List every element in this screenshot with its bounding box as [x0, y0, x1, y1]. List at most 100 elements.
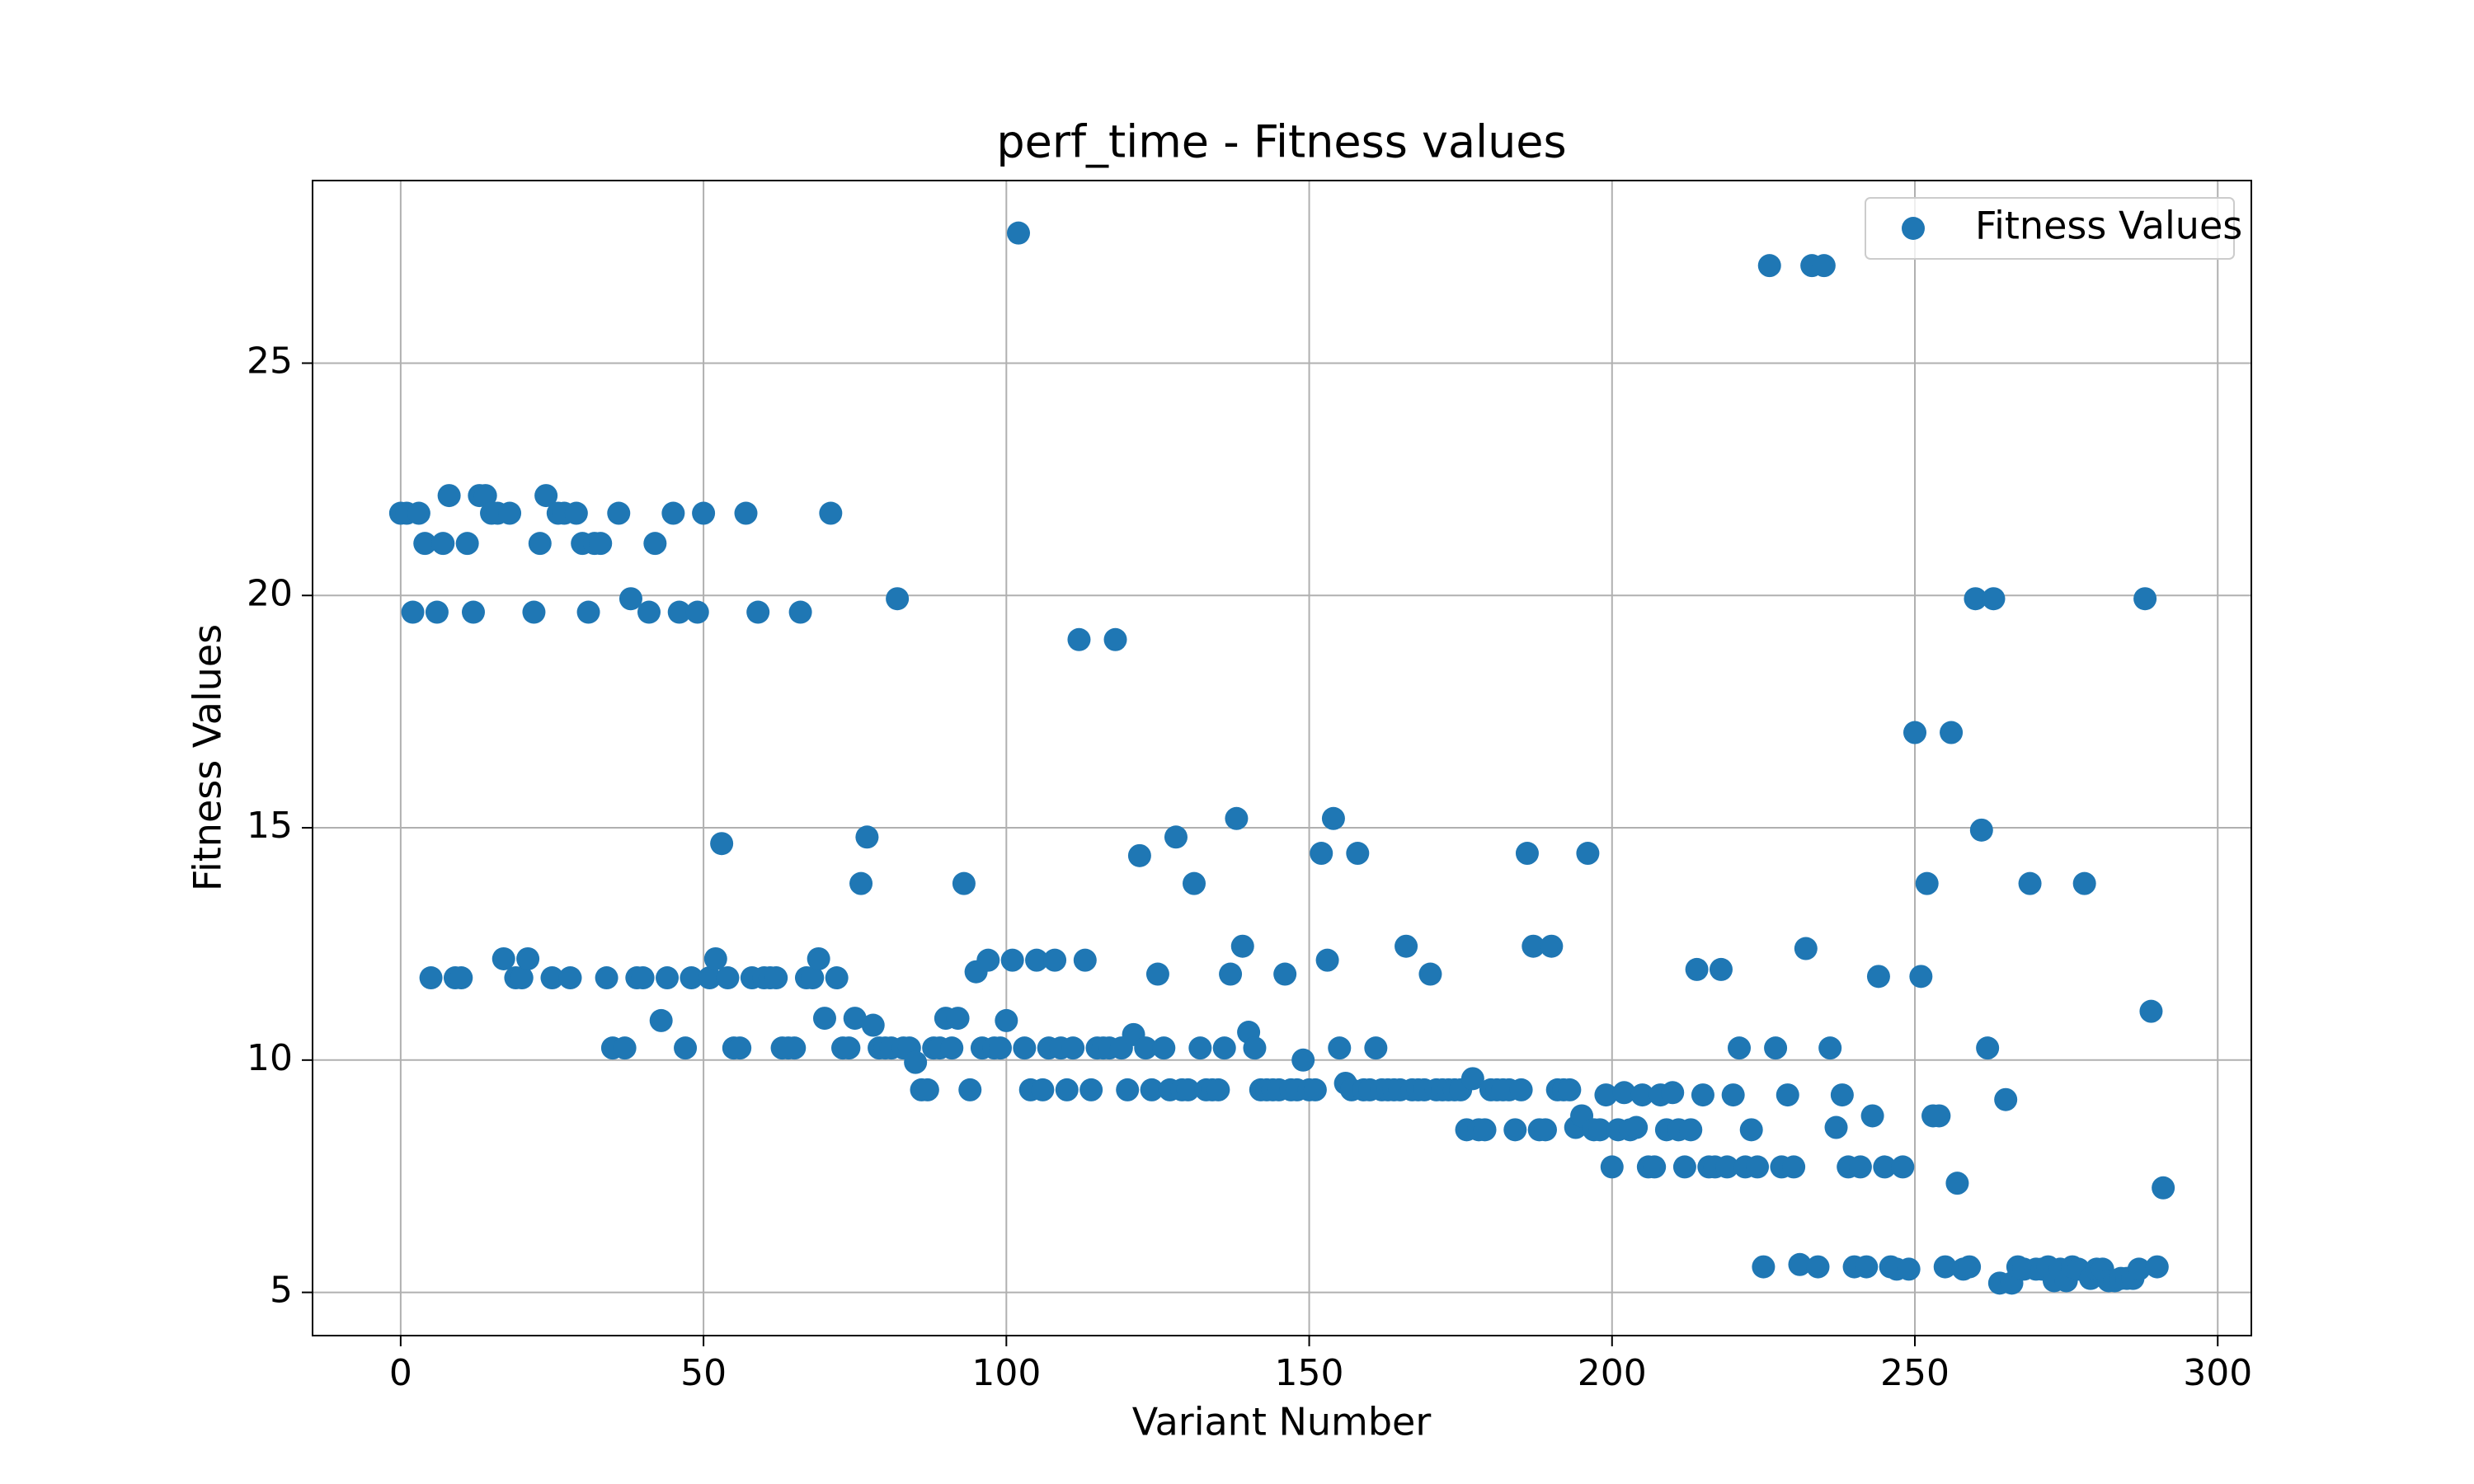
data-point: [1395, 934, 1418, 958]
data-point: [1418, 962, 1442, 986]
data-point: [1346, 842, 1370, 866]
legend-marker: [1902, 217, 1925, 240]
data-point: [643, 532, 667, 556]
data-point: [1940, 721, 1964, 744]
data-point: [837, 1036, 861, 1060]
data-point: [1588, 1118, 1612, 1142]
data-point: [1927, 1104, 1951, 1128]
data-point: [1164, 825, 1188, 849]
data-point: [461, 600, 485, 624]
data-point: [1721, 1083, 1745, 1107]
data-point: [1806, 1255, 1830, 1279]
data-point: [1152, 1036, 1176, 1060]
data-point: [667, 600, 691, 624]
data-point: [1522, 934, 1545, 958]
data-point: [1782, 1155, 1806, 1179]
data-point: [595, 966, 618, 990]
data-point: [1776, 1083, 1799, 1107]
data-point: [1243, 1036, 1267, 1060]
data-point: [510, 966, 534, 990]
data-point: [855, 825, 879, 849]
data-point: [703, 946, 727, 970]
data-point: [1460, 1067, 1484, 1091]
data-point: [437, 484, 461, 508]
x-tick-label: 200: [1578, 1352, 1647, 1394]
x-tick-label: 300: [2183, 1352, 2252, 1394]
data-point: [1612, 1081, 1636, 1105]
data-point: [680, 966, 703, 990]
x-tick-label: 50: [680, 1352, 727, 1394]
data-point: [1982, 587, 2006, 611]
data-point: [819, 501, 843, 525]
data-point: [1212, 1036, 1236, 1060]
data-point: [728, 1036, 752, 1060]
data-point: [1933, 1255, 1957, 1279]
x-tick-label: 250: [1880, 1352, 1950, 1394]
data-point: [1643, 1155, 1667, 1179]
data-point: [1746, 1155, 1770, 1179]
data-point: [1994, 1087, 2018, 1111]
data-point: [1715, 1155, 1739, 1179]
data-point: [1291, 1048, 1315, 1072]
data-point: [1915, 871, 1939, 895]
data-point: [1969, 818, 1993, 842]
data-point: [534, 484, 558, 508]
data-point: [1079, 1078, 1103, 1101]
data-point: [1007, 221, 1031, 245]
data-point: [1672, 1155, 1696, 1179]
data-point: [1145, 962, 1169, 986]
data-point: [2127, 1257, 2151, 1281]
data-point: [1709, 957, 1733, 981]
data-point: [1127, 843, 1151, 867]
data-point: [1818, 1036, 1842, 1060]
data-point: [1515, 842, 1539, 866]
data-point: [1728, 1036, 1752, 1060]
data-point: [2152, 1176, 2175, 1200]
data-point: [631, 966, 655, 990]
data-point: [995, 1008, 1018, 1032]
data-point: [1315, 948, 1339, 972]
data-point: [1625, 1115, 1649, 1139]
data-point: [613, 1036, 637, 1060]
data-point: [1533, 1118, 1557, 1142]
data-point: [1661, 1081, 1685, 1105]
data-point: [1739, 1118, 1763, 1142]
data-point: [958, 1078, 982, 1101]
data-point: [473, 484, 497, 508]
data-point: [1679, 1118, 1703, 1142]
data-point: [674, 1036, 698, 1060]
chart-title: perf_time - Fitness values: [996, 116, 1566, 168]
data-point: [1897, 1257, 1921, 1281]
data-point: [2072, 871, 2096, 895]
data-point: [407, 501, 430, 525]
data-point: [1903, 721, 1927, 744]
data-point: [1473, 1118, 1497, 1142]
data-point: [1757, 254, 1781, 278]
data-point: [1328, 1036, 1352, 1060]
data-point: [1183, 871, 1206, 895]
data-point: [522, 600, 546, 624]
y-tick-label: 10: [247, 1037, 293, 1079]
data-point: [1031, 1078, 1055, 1101]
data-point: [1752, 1255, 1776, 1279]
data-point: [449, 966, 473, 990]
data-point: [1860, 1104, 1884, 1128]
data-point: [710, 832, 734, 856]
x-tick-label: 100: [971, 1352, 1041, 1394]
data-point: [1509, 1078, 1533, 1101]
data-point: [1310, 842, 1333, 866]
data-point: [1600, 1155, 1624, 1179]
y-tick-label: 15: [247, 805, 293, 847]
data-point: [1891, 1155, 1915, 1179]
data-point: [843, 1007, 867, 1031]
data-point: [1321, 806, 1345, 830]
data-point: [1848, 1155, 1872, 1179]
data-point: [988, 1036, 1012, 1060]
data-point: [1958, 1255, 1982, 1279]
data-point: [516, 946, 540, 970]
data-point: [1866, 965, 1890, 989]
data-point: [976, 948, 1000, 972]
data-point: [685, 600, 709, 624]
data-point: [1140, 1078, 1164, 1101]
